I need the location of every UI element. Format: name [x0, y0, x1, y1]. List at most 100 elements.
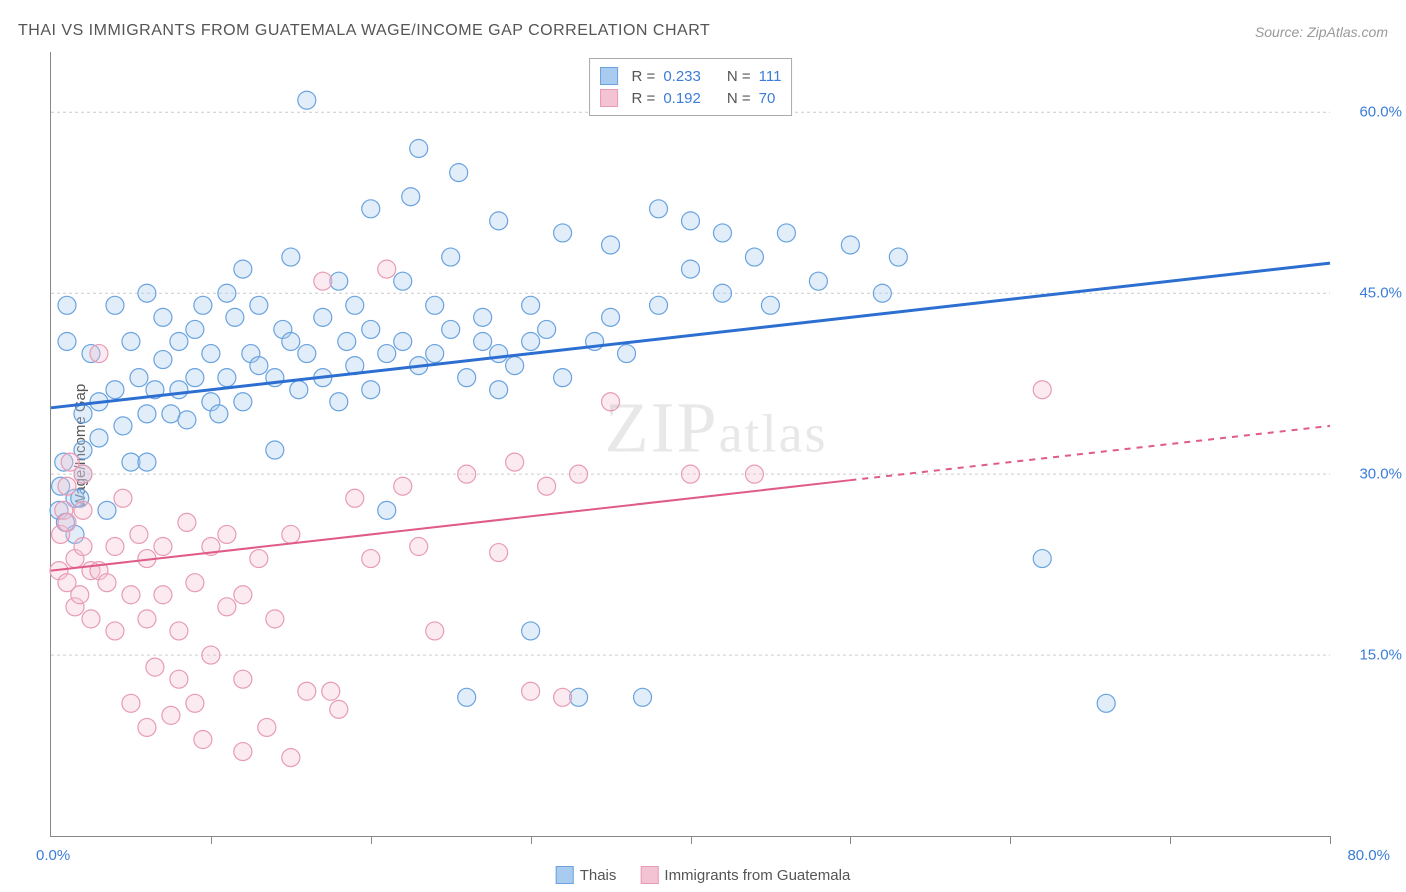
data-point [186, 369, 204, 387]
data-point [474, 332, 492, 350]
chart-container: THAI VS IMMIGRANTS FROM GUATEMALA WAGE/I… [0, 0, 1406, 892]
data-point [713, 224, 731, 242]
data-point [218, 598, 236, 616]
data-point [682, 260, 700, 278]
legend-r-value: 0.192 [663, 90, 701, 107]
data-point [138, 453, 156, 471]
data-point [634, 688, 652, 706]
data-point [202, 646, 220, 664]
data-point [426, 345, 444, 363]
data-point [570, 688, 588, 706]
data-point [154, 308, 172, 326]
x-tick-mark [371, 836, 372, 844]
x-tick-mark [691, 836, 692, 844]
data-point [506, 453, 524, 471]
data-point [713, 284, 731, 302]
data-point [442, 320, 460, 338]
x-tick-mark [211, 836, 212, 844]
data-point [522, 622, 540, 640]
data-point [170, 622, 188, 640]
chart-title: THAI VS IMMIGRANTS FROM GUATEMALA WAGE/I… [18, 22, 710, 40]
y-tick-label: 45.0% [1359, 285, 1402, 302]
data-point [330, 700, 348, 718]
data-point [522, 332, 540, 350]
data-point [178, 411, 196, 429]
swatch-icon [640, 866, 658, 884]
data-point [362, 381, 380, 399]
data-point [234, 393, 252, 411]
data-point [114, 417, 132, 435]
data-point [450, 164, 468, 182]
x-axis-max-label: 80.0% [1347, 847, 1390, 864]
data-point [290, 381, 308, 399]
data-point [266, 610, 284, 628]
data-point [338, 332, 356, 350]
data-point [106, 538, 124, 556]
data-point [745, 465, 763, 483]
data-point [841, 236, 859, 254]
data-point [298, 91, 316, 109]
data-point [602, 236, 620, 254]
data-point [282, 749, 300, 767]
data-point [538, 477, 556, 495]
data-point [234, 260, 252, 278]
swatch-icon [600, 89, 618, 107]
data-point [90, 345, 108, 363]
data-point [162, 405, 180, 423]
trend-line [51, 480, 850, 570]
x-tick-mark [1010, 836, 1011, 844]
data-point [474, 308, 492, 326]
data-point [114, 489, 132, 507]
y-tick-label: 60.0% [1359, 104, 1402, 121]
data-point [394, 332, 412, 350]
data-point [410, 139, 428, 157]
data-point [394, 272, 412, 290]
data-point [122, 332, 140, 350]
data-point [106, 381, 124, 399]
data-point [154, 538, 172, 556]
data-point [194, 296, 212, 314]
data-point [426, 296, 444, 314]
data-point [58, 477, 76, 495]
data-point [74, 405, 92, 423]
x-tick-mark [850, 836, 851, 844]
data-point [138, 284, 156, 302]
data-point [130, 369, 148, 387]
data-point [71, 586, 89, 604]
data-point [378, 345, 396, 363]
data-point [186, 694, 204, 712]
data-point [410, 538, 428, 556]
correlation-legend: R = 0.233 N = 111 R = 0.192 N = 70 [589, 58, 793, 116]
data-point [402, 188, 420, 206]
swatch-icon [600, 67, 618, 85]
swatch-icon [556, 866, 574, 884]
data-point [58, 332, 76, 350]
data-point [90, 429, 108, 447]
data-point [362, 200, 380, 218]
legend-r-value: 0.233 [663, 68, 701, 85]
data-point [250, 296, 268, 314]
data-point [522, 296, 540, 314]
data-point [234, 586, 252, 604]
legend-label: Thais [580, 867, 617, 884]
legend-row-thais: R = 0.233 N = 111 [600, 65, 782, 87]
legend-r-label: R = [632, 90, 656, 107]
data-point [218, 284, 236, 302]
data-point [394, 477, 412, 495]
data-point [74, 501, 92, 519]
data-point [194, 731, 212, 749]
data-point [98, 501, 116, 519]
data-point [298, 682, 316, 700]
data-point [218, 369, 236, 387]
data-point [250, 550, 268, 568]
data-point [570, 465, 588, 483]
data-point [234, 743, 252, 761]
data-point [330, 272, 348, 290]
data-point [346, 489, 364, 507]
data-point [122, 586, 140, 604]
data-point [74, 538, 92, 556]
legend-label: Immigrants from Guatemala [664, 867, 850, 884]
data-point [122, 694, 140, 712]
data-point [650, 200, 668, 218]
data-point [170, 670, 188, 688]
